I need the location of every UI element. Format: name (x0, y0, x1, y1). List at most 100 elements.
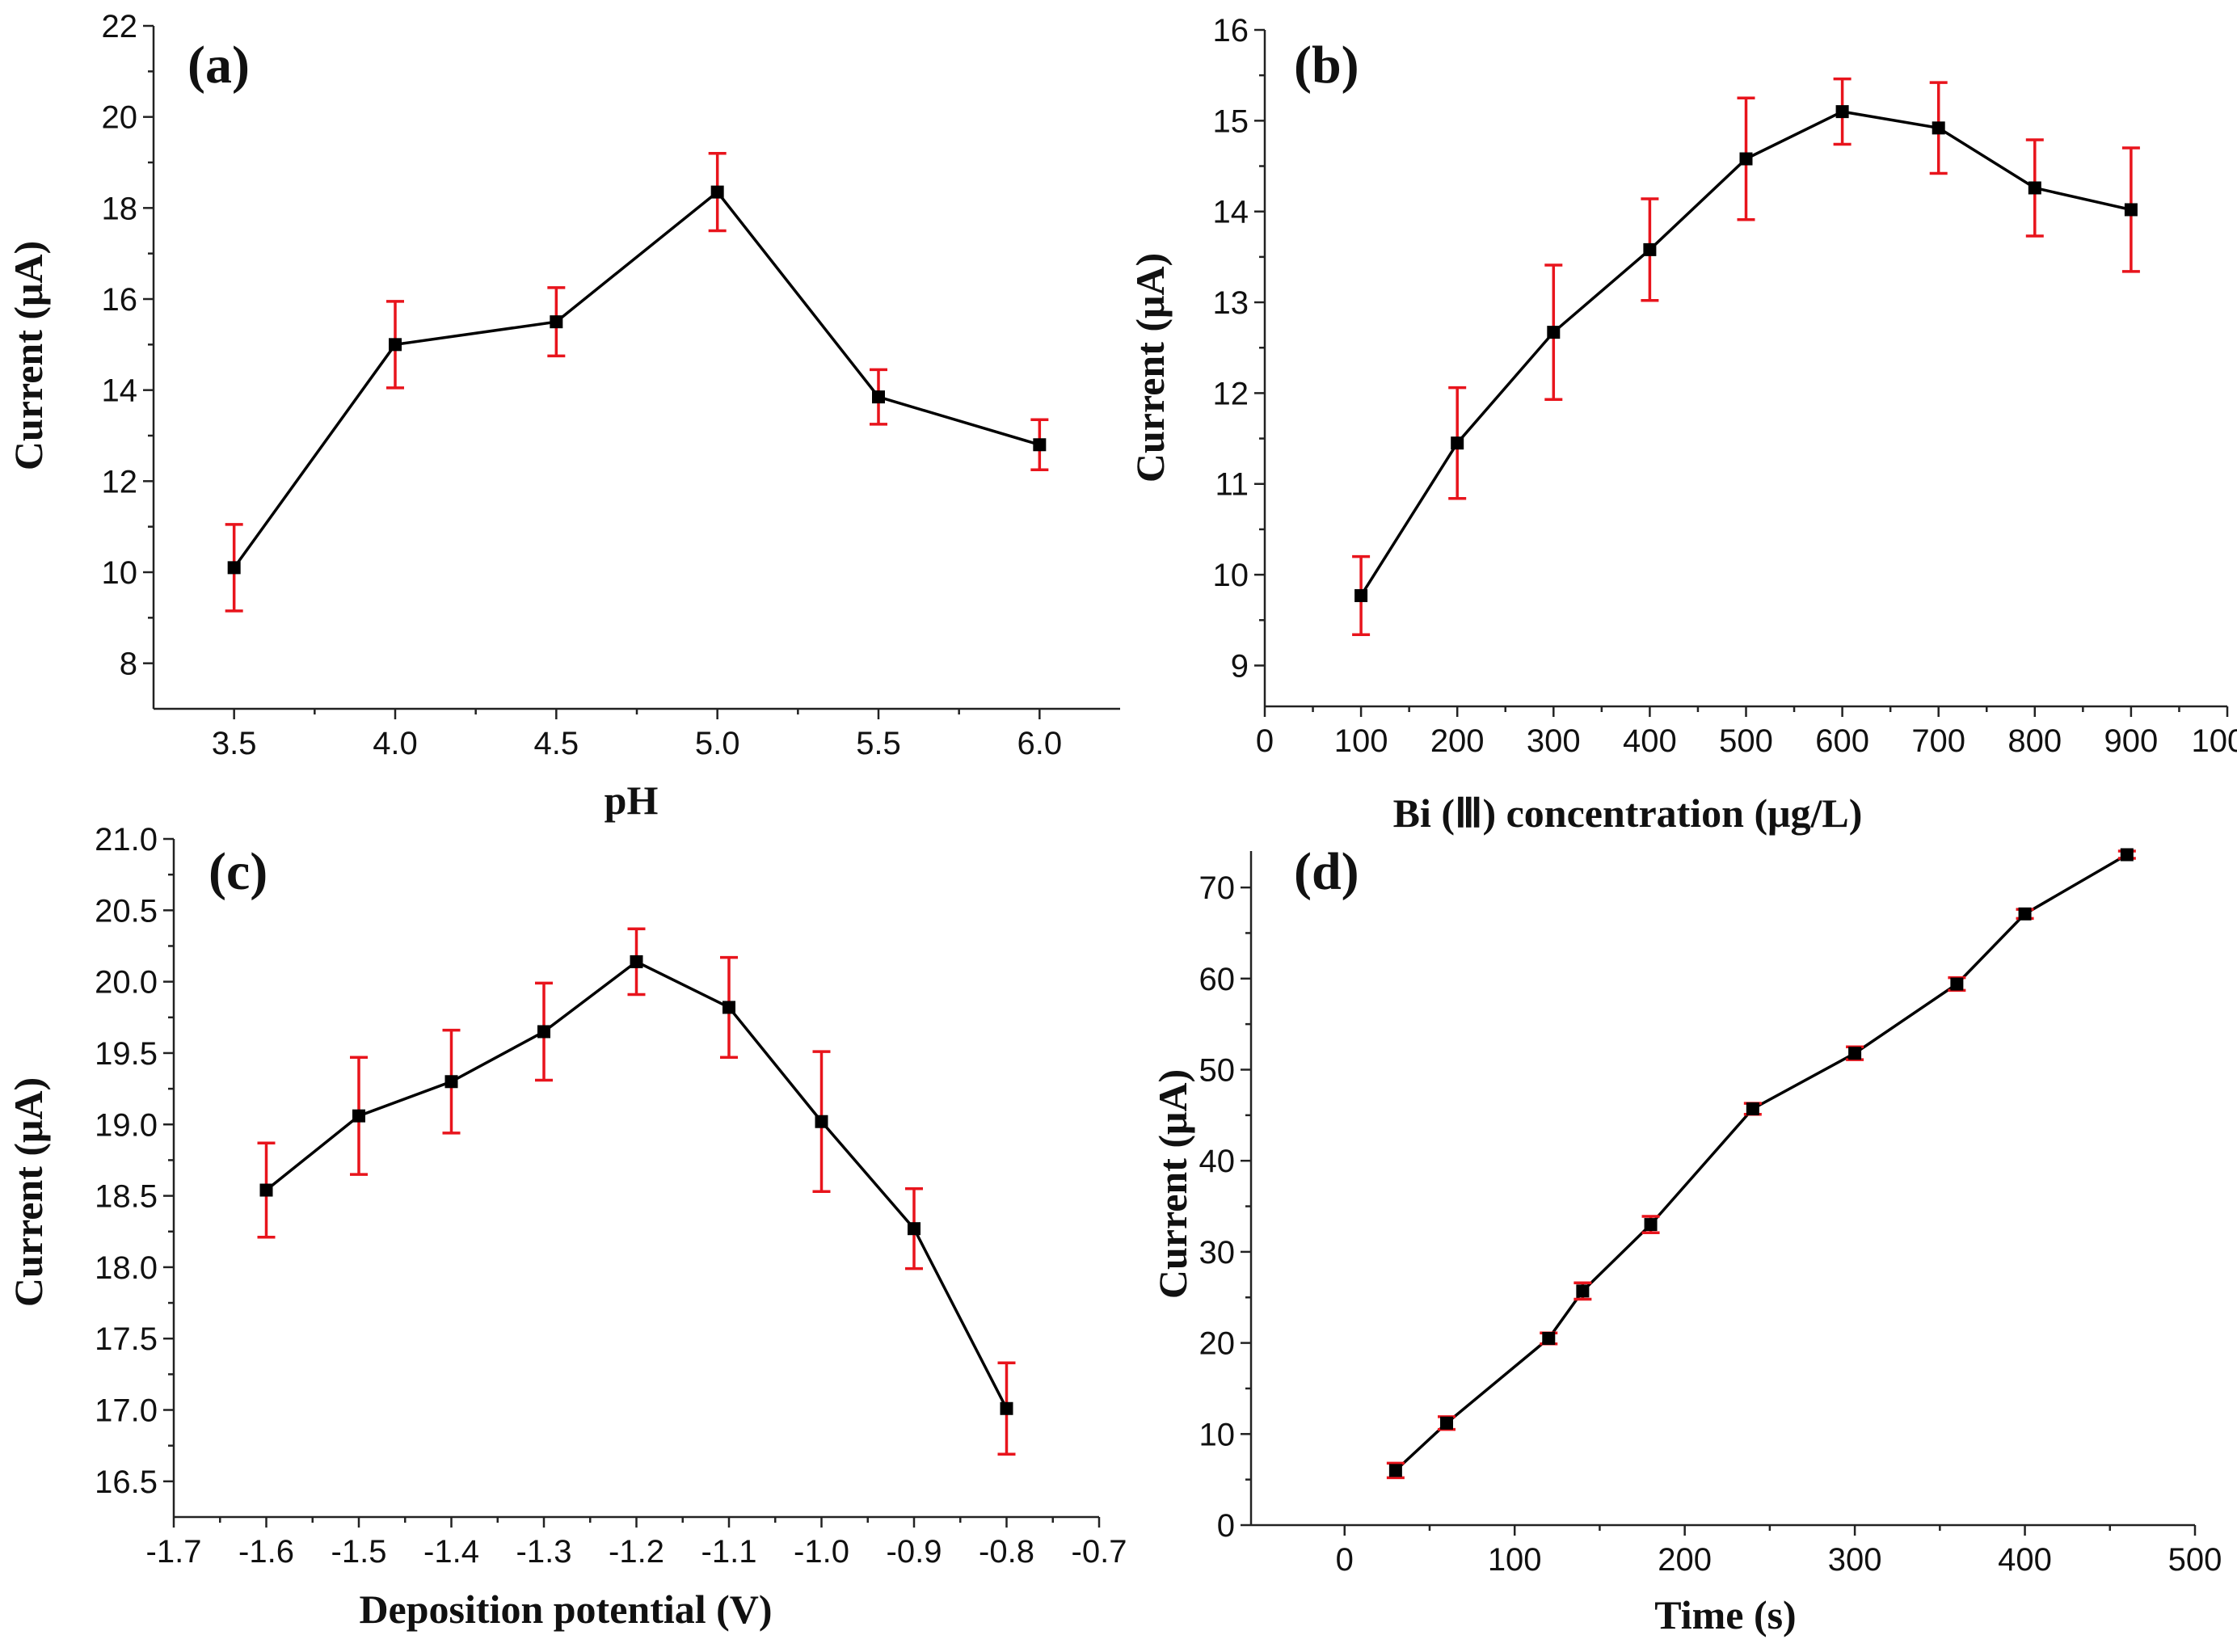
x-tick-label: 100 (1334, 723, 1388, 759)
panel-b: (b) Bi (Ⅲ) concentration (μg/L) Current … (1127, 13, 2237, 836)
y-tick-label: 0 (1217, 1508, 1235, 1544)
panel-a: (a) pH Current (μA) 3.5 4.0 4.5 5.0 5.5 6.0 8 1… (6, 9, 1120, 823)
x-tick-label: 700 (1911, 723, 1965, 759)
x-tick-label: -1.4 (423, 1534, 479, 1570)
data-point (1542, 1331, 1556, 1345)
y-tick-label: 17.0 (95, 1393, 158, 1429)
y-tick-label: 17.5 (95, 1321, 158, 1357)
x-tick-label: 6.0 (1017, 726, 1063, 761)
data-point (1932, 121, 1945, 135)
x-tick-label: 4.0 (373, 726, 418, 761)
series-line (233, 190, 1040, 569)
y-tick-label: 15 (1213, 103, 1249, 139)
panel-label: (d) (1294, 842, 1359, 901)
x-tick-label: -0.8 (979, 1534, 1034, 1570)
data-point (1835, 105, 1849, 119)
x-tick-label: 600 (1815, 723, 1869, 759)
data-point (550, 315, 563, 329)
series-line (1394, 853, 2128, 1472)
data-point (227, 561, 241, 575)
x-tick-label: 500 (2168, 1542, 2222, 1578)
data-point (2124, 203, 2138, 217)
y-tick-label: 18.0 (95, 1250, 158, 1286)
panel-d: (d) Time (s) Current (μA) 0 100 200 300 400 5… (1150, 842, 2222, 1637)
x-tick-label: 400 (1623, 723, 1677, 759)
x-tick-label: 0 (1256, 723, 1274, 759)
y-tick-label: 20 (1199, 1326, 1236, 1362)
y-tick-label: 13 (1213, 285, 1249, 321)
y-tick-label: 10 (1199, 1417, 1236, 1452)
data-point (1388, 1464, 1402, 1477)
x-tick-label: 200 (1430, 723, 1485, 759)
data-point (2120, 848, 2134, 862)
x-tick-label: 4.5 (534, 726, 579, 761)
x-axis-title: Bi (Ⅲ) concentration (μg/L) (1393, 790, 1863, 836)
y-tick-label: 10 (102, 555, 138, 591)
y-axis-title: Current (μA) (6, 1077, 51, 1307)
x-tick-label: -1.7 (146, 1534, 202, 1570)
y-tick-label: 16 (102, 282, 138, 318)
data-point (710, 185, 724, 199)
y-tick-label: 9 (1231, 648, 1249, 684)
data-point (259, 1183, 273, 1197)
y-tick-label: 12 (1213, 376, 1249, 411)
x-tick-label: -1.5 (331, 1534, 387, 1570)
x-tick-label: 3.5 (212, 726, 257, 761)
y-tick-label: 18 (102, 191, 138, 226)
x-tick-label: 900 (2104, 723, 2159, 759)
data-point (1440, 1416, 1454, 1430)
y-tick-label: 21.0 (95, 822, 158, 858)
y-tick-label: 14 (1213, 195, 1249, 230)
panel-c: (c) Deposition potential (V) Current (μA… (6, 822, 1127, 1632)
y-tick-label: 60 (1199, 962, 1236, 997)
data-point (352, 1109, 365, 1123)
y-tick-label: 20.0 (95, 965, 158, 1001)
y-tick-label: 22 (102, 9, 138, 44)
data-point (1644, 1218, 1658, 1232)
x-tick-label: -1.2 (609, 1534, 664, 1570)
data-point (1033, 438, 1047, 452)
x-tick-label: 300 (1828, 1542, 1882, 1578)
panel-label: (a) (187, 36, 250, 95)
x-tick-label: 200 (1658, 1542, 1712, 1578)
y-axis-title: Current (μA) (1127, 253, 1173, 483)
y-tick-label: 16.5 (95, 1464, 158, 1500)
x-tick-label: 800 (2007, 723, 2062, 759)
x-tick-label: -1.6 (238, 1534, 294, 1570)
data-point (1576, 1284, 1590, 1298)
data-point (815, 1115, 828, 1128)
panel-label: (c) (209, 842, 268, 901)
x-axis-title: Time (s) (1654, 1592, 1796, 1637)
x-tick-label: -1.0 (794, 1534, 849, 1570)
y-tick-label: 50 (1199, 1052, 1236, 1088)
x-tick-label: 100 (1488, 1542, 1542, 1578)
x-tick-label: 5.0 (695, 726, 740, 761)
y-tick-label: 70 (1199, 870, 1236, 906)
y-tick-label: 12 (102, 464, 138, 499)
x-tick-label: -1.1 (701, 1534, 757, 1570)
series-line (265, 959, 1009, 1410)
x-tick-label: 400 (1998, 1542, 2052, 1578)
data-point (1000, 1401, 1013, 1415)
x-tick-label: 500 (1719, 723, 1773, 759)
data-point (2028, 181, 2041, 195)
data-point (1746, 1102, 1759, 1115)
x-tick-label: 5.5 (856, 726, 901, 761)
y-tick-label: 10 (1213, 558, 1249, 593)
data-point (444, 1075, 458, 1089)
data-point (2018, 907, 2032, 921)
data-point (1739, 152, 1753, 166)
y-tick-label: 30 (1199, 1235, 1236, 1271)
data-point (1547, 326, 1561, 339)
x-tick-label: 0 (1336, 1542, 1354, 1578)
data-point (537, 1025, 550, 1039)
panel-label: (b) (1294, 36, 1359, 95)
y-tick-label: 40 (1199, 1144, 1236, 1179)
data-point (1354, 588, 1368, 602)
x-tick-label: -0.9 (887, 1534, 942, 1570)
y-axis-title: Current (μA) (6, 241, 51, 470)
y-tick-label: 19.0 (95, 1107, 158, 1143)
data-point (1643, 242, 1657, 256)
y-tick-label: 14 (102, 373, 138, 409)
